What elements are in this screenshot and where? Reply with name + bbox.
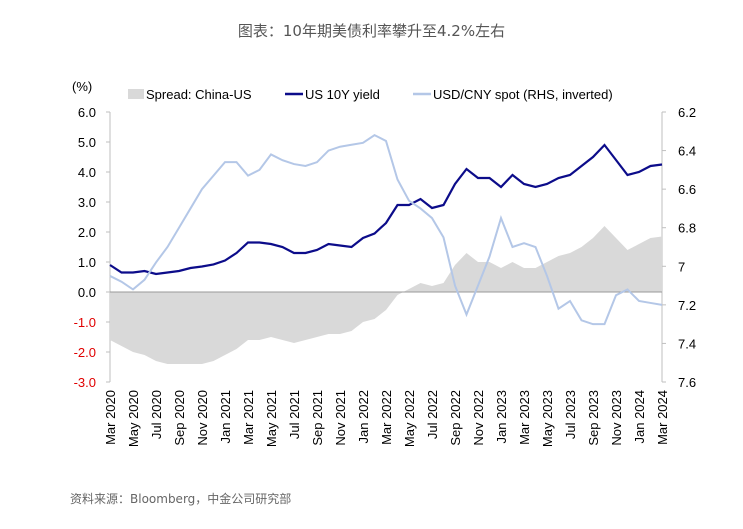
x-tick-label: Sep 2023	[586, 390, 601, 446]
x-tick-label: Mar 2023	[517, 390, 532, 445]
left-tick-label: -1.0	[74, 315, 96, 330]
left-tick-label: 5.0	[78, 135, 96, 150]
legend-swatch	[128, 89, 144, 99]
x-tick-label: May 2021	[264, 390, 279, 447]
right-tick-label: 6.4	[678, 144, 696, 159]
x-tick-label: May 2020	[126, 390, 141, 447]
x-tick-label: Mar 2021	[241, 390, 256, 445]
legend-label: Spread: China-US	[146, 87, 252, 102]
left-tick-label: 4.0	[78, 165, 96, 180]
x-tick-label: Mar 2020	[103, 390, 118, 445]
right-tick-label: 6.2	[678, 105, 696, 120]
x-tick-label: Jul 2023	[563, 390, 578, 439]
left-tick-label: 2.0	[78, 225, 96, 240]
x-tick-label: Jan 2024	[632, 390, 647, 444]
x-tick-label: Sep 2020	[172, 390, 187, 446]
x-tick-label: Mar 2024	[655, 390, 670, 445]
legend-label: US 10Y yield	[305, 87, 380, 102]
right-tick-label: 7	[678, 259, 685, 274]
right-tick-label: 6.8	[678, 221, 696, 236]
right-tick-label: 7.6	[678, 375, 696, 390]
left-tick-label: -3.0	[74, 375, 96, 390]
x-tick-label: Nov 2021	[333, 390, 348, 446]
right-tick-label: 7.4	[678, 336, 696, 351]
right-tick-label: 7.2	[678, 298, 696, 313]
source-note: 资料来源：Bloomberg，中金公司研究部	[70, 492, 292, 506]
x-tick-label: May 2023	[540, 390, 555, 447]
x-tick-label: Jul 2020	[149, 390, 164, 439]
left-tick-label: 0.0	[78, 285, 96, 300]
left-tick-label: -2.0	[74, 345, 96, 360]
left-unit-label: (%)	[72, 79, 92, 94]
x-tick-label: Sep 2021	[310, 390, 325, 446]
left-tick-label: 6.0	[78, 105, 96, 120]
legend-label: USD/CNY spot (RHS, inverted)	[433, 87, 613, 102]
chart-title: 图表：10年期美债利率攀升至4.2%左右	[237, 22, 506, 40]
usdcny-line	[109, 133, 663, 326]
x-tick-label: May 2022	[402, 390, 417, 447]
x-tick-label: Nov 2023	[609, 390, 624, 446]
x-tick-label: Nov 2022	[471, 390, 486, 446]
x-tick-label: Jul 2022	[425, 390, 440, 439]
x-tick-label: Mar 2022	[379, 390, 394, 445]
x-tick-label: Jan 2022	[356, 390, 371, 444]
spread-area	[110, 226, 662, 364]
x-tick-label: Jan 2023	[494, 390, 509, 444]
us-10y-yield-line	[109, 143, 663, 276]
left-tick-label: 1.0	[78, 255, 96, 270]
left-tick-label: 3.0	[78, 195, 96, 210]
x-tick-label: Jan 2021	[218, 390, 233, 444]
x-tick-label: Jul 2021	[287, 390, 302, 439]
x-tick-label: Nov 2020	[195, 390, 210, 446]
right-tick-label: 6.6	[678, 182, 696, 197]
x-tick-label: Sep 2022	[448, 390, 463, 446]
